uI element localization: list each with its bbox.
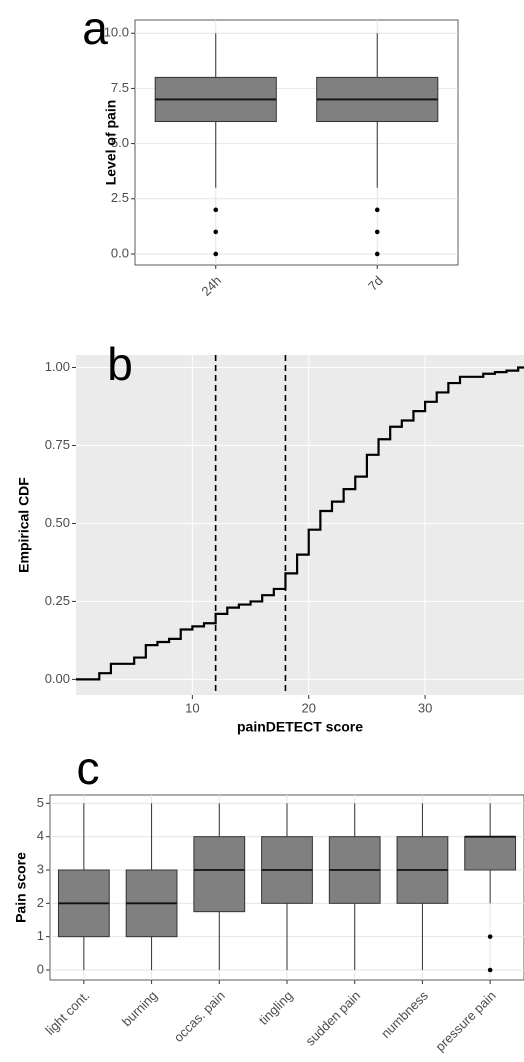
x-tick-label: 30: [418, 700, 432, 715]
panel-label: b: [107, 338, 133, 390]
panel-label: a: [82, 2, 108, 54]
y-tick-label: 0.25: [45, 593, 70, 608]
outlier: [487, 967, 493, 973]
y-tick-label: 5: [37, 795, 44, 810]
outlier: [374, 207, 380, 213]
x-tick-label: occas. pain: [171, 988, 228, 1045]
outlier: [213, 251, 219, 257]
y-tick-label: 10.0: [104, 25, 129, 40]
x-tick-label: 10: [185, 700, 199, 715]
y-tick-label: 7.5: [111, 80, 129, 95]
y-tick-label: 0.00: [45, 671, 70, 686]
x-tick-label: pressure pain: [432, 988, 498, 1054]
x-tick-label: numbness: [378, 988, 431, 1041]
x-axis-title: painDETECT score: [237, 719, 363, 735]
y-tick-label: 1: [37, 928, 44, 943]
y-axis-title: Empirical CDF: [16, 477, 32, 573]
plot-background: [134, 19, 459, 266]
outlier: [487, 934, 493, 939]
x-tick-label: sudden pain: [303, 988, 364, 1049]
outlier: [213, 207, 219, 213]
x-tick-label: tingling: [256, 988, 296, 1028]
y-tick-label: 3: [37, 861, 44, 876]
outlier: [374, 251, 380, 257]
ecdf-step: [76, 366, 524, 681]
y-tick-label: 0.75: [45, 437, 70, 452]
x-tick-label: burning: [119, 988, 160, 1029]
y-tick-label: 2: [37, 895, 44, 910]
x-tick-label: light cont.: [42, 988, 92, 1038]
plot-background: [76, 355, 524, 695]
y-tick-label: 5.0: [111, 135, 129, 150]
x-tick-label: 24h: [198, 273, 224, 299]
outlier: [213, 229, 219, 235]
y-tick-label: 2.5: [111, 190, 129, 205]
x-tick-label: 7d: [365, 273, 386, 294]
y-tick-label: 0.0: [111, 245, 129, 260]
box: [464, 836, 517, 871]
panel-label: c: [77, 742, 100, 794]
y-tick-label: 4: [37, 828, 44, 843]
outlier: [374, 229, 380, 235]
y-tick-label: 0: [37, 961, 44, 976]
x-tick-label: 20: [301, 700, 315, 715]
y-tick-label: 1.00: [45, 359, 70, 374]
y-axis-title: Pain score: [13, 852, 29, 923]
y-axis-title: Level of pain: [103, 100, 119, 186]
y-tick-label: 0.50: [45, 515, 70, 530]
box: [193, 836, 246, 913]
